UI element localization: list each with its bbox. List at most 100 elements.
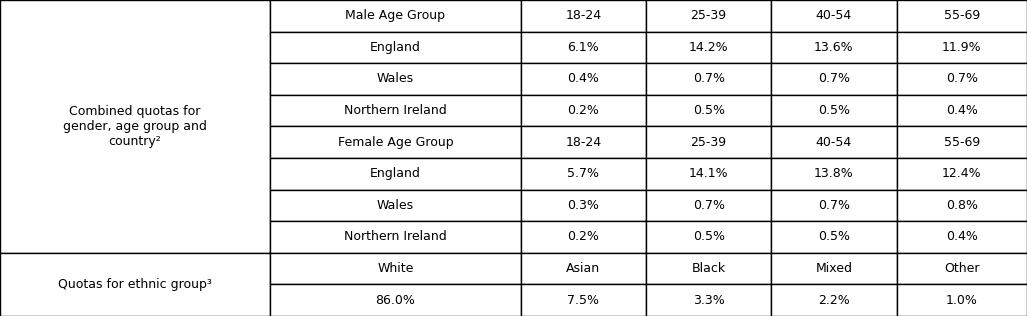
Text: 0.7%: 0.7% — [946, 72, 978, 86]
Text: 18-24: 18-24 — [565, 136, 602, 149]
Bar — [771, 253, 897, 284]
Bar — [897, 158, 1027, 190]
Bar — [771, 284, 897, 316]
Bar — [270, 95, 521, 126]
Bar — [270, 221, 521, 253]
Bar — [646, 284, 771, 316]
Bar — [521, 158, 646, 190]
Bar — [521, 221, 646, 253]
Bar — [270, 0, 521, 32]
Text: 0.7%: 0.7% — [817, 72, 850, 86]
Text: 55-69: 55-69 — [944, 136, 980, 149]
Text: England: England — [370, 167, 421, 180]
Bar — [897, 95, 1027, 126]
Text: 0.7%: 0.7% — [817, 199, 850, 212]
Bar — [646, 126, 771, 158]
Text: 40-54: 40-54 — [815, 136, 852, 149]
Text: 7.5%: 7.5% — [567, 294, 600, 307]
Text: 0.2%: 0.2% — [567, 230, 600, 244]
Text: Combined quotas for
gender, age group and
country²: Combined quotas for gender, age group an… — [63, 105, 207, 148]
Bar — [270, 190, 521, 221]
Bar — [521, 190, 646, 221]
Text: 0.8%: 0.8% — [946, 199, 978, 212]
Text: Female Age Group: Female Age Group — [338, 136, 453, 149]
Text: 25-39: 25-39 — [690, 136, 727, 149]
Bar — [521, 253, 646, 284]
Bar — [646, 190, 771, 221]
Bar — [646, 253, 771, 284]
Text: Quotas for ethnic group³: Quotas for ethnic group³ — [59, 278, 212, 291]
Bar — [270, 158, 521, 190]
Text: Northern Ireland: Northern Ireland — [344, 104, 447, 117]
Bar — [521, 0, 646, 32]
Bar — [521, 126, 646, 158]
Text: Northern Ireland: Northern Ireland — [344, 230, 447, 244]
Text: 13.8%: 13.8% — [814, 167, 853, 180]
Text: 5.7%: 5.7% — [567, 167, 600, 180]
Bar — [771, 32, 897, 63]
Text: Wales: Wales — [377, 72, 414, 86]
Text: 14.1%: 14.1% — [689, 167, 728, 180]
Bar — [897, 221, 1027, 253]
Text: 0.7%: 0.7% — [692, 199, 725, 212]
Bar — [646, 221, 771, 253]
Bar — [771, 190, 897, 221]
Bar — [521, 63, 646, 95]
Bar — [646, 0, 771, 32]
Bar — [646, 95, 771, 126]
Bar — [270, 253, 521, 284]
Text: 0.5%: 0.5% — [817, 230, 850, 244]
Bar — [270, 126, 521, 158]
Text: 18-24: 18-24 — [565, 9, 602, 22]
Text: Mixed: Mixed — [815, 262, 852, 275]
Text: 0.3%: 0.3% — [567, 199, 600, 212]
Text: 0.4%: 0.4% — [946, 230, 978, 244]
Text: 0.5%: 0.5% — [817, 104, 850, 117]
Text: Male Age Group: Male Age Group — [345, 9, 446, 22]
Text: 11.9%: 11.9% — [942, 41, 982, 54]
Text: 2.2%: 2.2% — [819, 294, 849, 307]
Bar — [521, 95, 646, 126]
Bar — [897, 32, 1027, 63]
Bar — [521, 284, 646, 316]
Text: 1.0%: 1.0% — [946, 294, 978, 307]
Bar — [646, 63, 771, 95]
Text: Other: Other — [944, 262, 980, 275]
Bar — [521, 32, 646, 63]
Text: 14.2%: 14.2% — [689, 41, 728, 54]
Bar — [771, 221, 897, 253]
Text: 0.2%: 0.2% — [567, 104, 600, 117]
Text: 86.0%: 86.0% — [376, 294, 415, 307]
Bar — [0, 0, 270, 253]
Bar — [897, 284, 1027, 316]
Bar — [897, 63, 1027, 95]
Bar — [0, 253, 270, 316]
Bar — [270, 32, 521, 63]
Bar — [270, 63, 521, 95]
Text: 0.4%: 0.4% — [567, 72, 600, 86]
Text: Asian: Asian — [566, 262, 601, 275]
Bar — [897, 126, 1027, 158]
Bar — [771, 158, 897, 190]
Bar — [897, 253, 1027, 284]
Bar — [771, 0, 897, 32]
Text: White: White — [377, 262, 414, 275]
Text: 0.4%: 0.4% — [946, 104, 978, 117]
Text: Wales: Wales — [377, 199, 414, 212]
Text: 12.4%: 12.4% — [942, 167, 982, 180]
Text: 0.7%: 0.7% — [692, 72, 725, 86]
Text: Black: Black — [691, 262, 726, 275]
Bar — [270, 284, 521, 316]
Text: 25-39: 25-39 — [690, 9, 727, 22]
Text: England: England — [370, 41, 421, 54]
Text: 13.6%: 13.6% — [814, 41, 853, 54]
Bar — [646, 158, 771, 190]
Text: 0.5%: 0.5% — [692, 104, 725, 117]
Bar — [771, 95, 897, 126]
Bar — [646, 32, 771, 63]
Bar — [771, 126, 897, 158]
Bar — [897, 0, 1027, 32]
Text: 0.5%: 0.5% — [692, 230, 725, 244]
Text: 40-54: 40-54 — [815, 9, 852, 22]
Bar — [771, 63, 897, 95]
